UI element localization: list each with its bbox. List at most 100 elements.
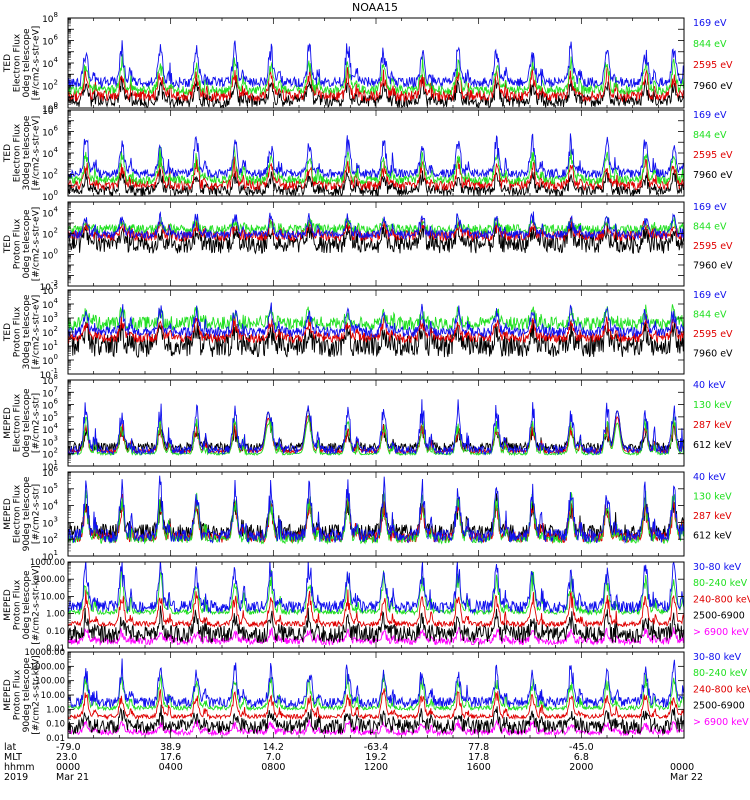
y-tick-label: 1000.00 bbox=[30, 662, 65, 672]
legend-entry: 287 keV bbox=[693, 511, 732, 522]
footer-date-value: Mar 22 bbox=[670, 772, 703, 783]
legend-entry: 169 eV bbox=[693, 110, 727, 121]
panel-4-data bbox=[68, 302, 684, 358]
panel-6-data bbox=[68, 475, 684, 545]
legend-entry: 80-240 keV bbox=[693, 578, 748, 589]
footer-lat-value: -63.4 bbox=[364, 742, 389, 753]
footer-hhmm-value: 1600 bbox=[467, 762, 491, 773]
legend-entry: 2595 eV bbox=[693, 60, 733, 71]
y-axis-label: TEDProton Flux0deg telescope[#/cm2-s-str… bbox=[3, 207, 42, 282]
footer-hhmm-value: 2000 bbox=[569, 762, 593, 773]
legend-entry: 844 eV bbox=[693, 222, 727, 233]
panel-1-data bbox=[68, 40, 684, 108]
legend-entry: 2500-6900 bbox=[693, 611, 745, 622]
footer-mlt-value: 19.2 bbox=[365, 752, 386, 763]
footer-mlt-value: 17.8 bbox=[468, 752, 489, 763]
legend-entry: 169 eV bbox=[693, 290, 727, 301]
legend-entry: > 6900 keV bbox=[693, 717, 749, 728]
y-tick-label: 100.00 bbox=[35, 575, 65, 585]
series-blue-trace bbox=[68, 211, 684, 241]
legend-entry: 612 keV bbox=[693, 531, 732, 542]
legend-entry: 40 keV bbox=[693, 472, 726, 483]
footer-hhmm-value: 1200 bbox=[364, 762, 388, 773]
series-green-trace bbox=[68, 569, 684, 617]
footer-row-label: lat bbox=[4, 742, 16, 753]
legend-entry: 844 eV bbox=[693, 310, 727, 321]
legend-entry: 2595 eV bbox=[693, 150, 733, 161]
y-axis-label: MEPEDProton Flux90deg telescope[#/cm2-s-… bbox=[3, 655, 42, 734]
footer-mlt-value: 23.0 bbox=[56, 752, 77, 763]
legend-entry: 80-240 keV bbox=[693, 668, 748, 679]
series-blue-trace bbox=[68, 562, 684, 615]
series-red-trace bbox=[68, 156, 684, 192]
y-axis-label: TEDProton Flux30deg telescope[#/cm2-s-st… bbox=[3, 294, 42, 369]
legend-entry: 2595 eV bbox=[693, 241, 733, 252]
footer-mlt-value: 6.8 bbox=[574, 752, 589, 763]
series-blue-trace bbox=[68, 399, 684, 456]
y-tick-label: 10.00 bbox=[41, 592, 65, 602]
figure-title: NOAA15 bbox=[352, 1, 398, 14]
legend-entry: 7960 eV bbox=[693, 170, 733, 181]
legend-entry: 240-800 keV bbox=[693, 684, 750, 695]
footer-mlt-value: 7.0 bbox=[266, 752, 281, 763]
legend-entry: > 6900 keV bbox=[693, 627, 749, 638]
footer-row-label: 2019 bbox=[4, 772, 28, 783]
y-axis-label: TEDElectron Flux30deg telescope[#/cm2-s-… bbox=[3, 115, 42, 190]
legend-entry: 169 eV bbox=[693, 18, 727, 29]
legend-entry: 7960 eV bbox=[693, 349, 733, 360]
footer-mlt-value: 17.6 bbox=[160, 752, 181, 763]
series-green-trace bbox=[68, 54, 684, 96]
y-tick-label: 10.00 bbox=[41, 691, 65, 701]
panel-7: 0.01 0.10 1.00 10.00 100.00 1000.00MEPEDProto… bbox=[3, 558, 750, 654]
footer-lat-value: -79.0 bbox=[56, 742, 81, 753]
panel-5-data bbox=[68, 399, 684, 457]
y-tick-label: 1.00 bbox=[46, 705, 65, 715]
series-green-trace bbox=[68, 146, 684, 186]
panel-8: 0.01 0.10 1.00 10.00 100.00 1000.00 10000.00ME… bbox=[3, 648, 750, 744]
y-axis-label: MEPEDProton Flux0deg telescope[#/cm2-s-s… bbox=[3, 565, 42, 644]
y-tick-label: 10000.00 bbox=[24, 648, 65, 658]
footer-hhmm-value: 0000 bbox=[670, 762, 694, 773]
legend-entry: 40 keV bbox=[693, 380, 726, 391]
series-green-trace bbox=[68, 490, 684, 545]
legend-entry: 2500-6900 bbox=[693, 701, 745, 712]
legend-entry: 2595 eV bbox=[693, 329, 733, 340]
footer-hhmm-value: 0400 bbox=[159, 762, 183, 773]
y-tick-label: 0.01 bbox=[46, 644, 65, 654]
y-tick-label: 1000.00 bbox=[30, 558, 65, 568]
footer-lat-value: 38.9 bbox=[160, 742, 181, 753]
legend-entry: 287 keV bbox=[693, 420, 732, 431]
legend-entry: 844 eV bbox=[693, 39, 727, 50]
legend-entry: 7960 eV bbox=[693, 261, 733, 272]
y-tick-label: 100.00 bbox=[35, 677, 65, 687]
legend-entry: 30-80 keV bbox=[693, 652, 742, 663]
footer-lat-value: 14.2 bbox=[263, 742, 284, 753]
legend-entry: 7960 eV bbox=[693, 81, 733, 92]
legend-entry: 240-800 keV bbox=[693, 594, 750, 605]
y-axis-label: MEPEDElectron Flux0deg telescope[#/cm2-s… bbox=[3, 388, 42, 458]
series-red-trace bbox=[68, 589, 684, 629]
legend-entry: 30-80 keV bbox=[693, 562, 742, 573]
y-axis-label: TEDElectron Flux0deg telescope[#/cm2-s-s… bbox=[3, 26, 42, 101]
series-green-trace bbox=[68, 304, 684, 332]
legend-entry: 844 eV bbox=[693, 130, 727, 141]
footer-row-label: hhmm bbox=[4, 762, 35, 773]
y-axis-label: MEPEDElectron Flux90deg telescope[#/cm2-… bbox=[3, 476, 42, 551]
y-tick-label: 0.10 bbox=[46, 720, 65, 730]
footer-hhmm-value: 0000 bbox=[56, 762, 80, 773]
y-tick-label: 1.00 bbox=[46, 610, 65, 620]
series-blue-trace bbox=[68, 40, 684, 89]
series-red-trace bbox=[68, 688, 684, 721]
series-blue-trace bbox=[68, 658, 684, 709]
legend-entry: 612 keV bbox=[693, 440, 732, 451]
series-blue-trace bbox=[68, 302, 684, 339]
y-tick-label: 0.01 bbox=[46, 734, 65, 744]
footer-date-value: Mar 21 bbox=[56, 772, 89, 783]
